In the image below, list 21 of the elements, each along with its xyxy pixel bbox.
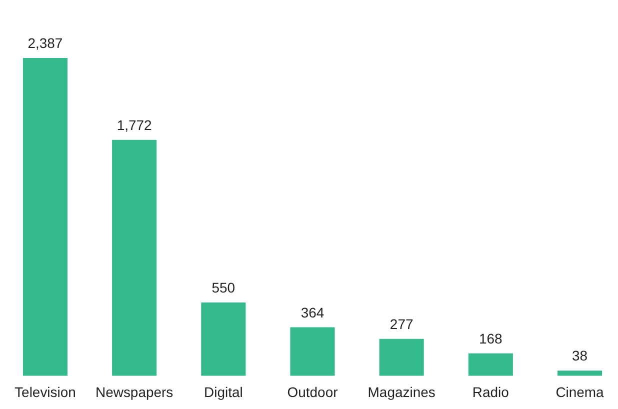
data-label: 277 (390, 316, 414, 332)
data-label: 364 (300, 304, 324, 320)
data-label: 38 (572, 348, 588, 364)
bar (379, 338, 424, 376)
data-label: 550 (212, 280, 236, 296)
bar (112, 140, 157, 376)
x-tick-label: Radio (472, 384, 510, 400)
bar (22, 58, 68, 376)
bar (201, 302, 246, 376)
data-label: 168 (479, 330, 503, 346)
data-label: 2,387 (28, 34, 63, 51)
bar (557, 370, 602, 376)
data-label: 1,772 (116, 116, 152, 133)
bar (468, 353, 513, 376)
x-tick-label: Television (14, 384, 76, 400)
x-tick-label: Cinema (556, 384, 604, 400)
x-tick-label: Outdoor (287, 384, 338, 400)
x-tick-label: Digital (204, 384, 243, 400)
x-tick-label: Magazines (368, 384, 436, 400)
x-tick-label: Newspapers (96, 384, 174, 400)
bar (290, 327, 335, 376)
